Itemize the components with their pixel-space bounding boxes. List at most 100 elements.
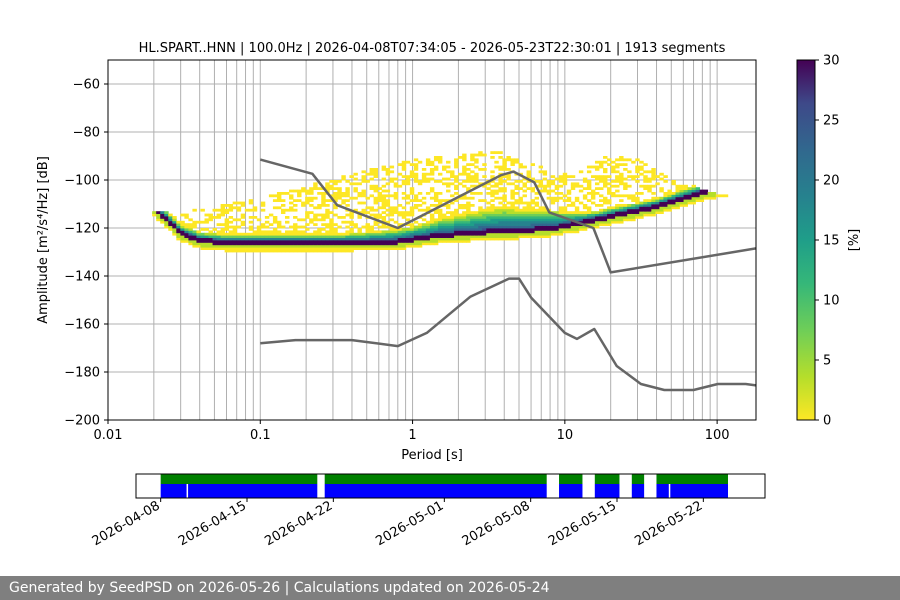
heatmap-cell <box>590 194 596 198</box>
heatmap-cell <box>389 218 395 222</box>
heatmap-cell <box>603 218 608 222</box>
heatmap-cell <box>590 223 596 226</box>
heatmap-cell <box>329 247 334 250</box>
heatmap-cell <box>514 208 519 212</box>
heatmap-cell <box>603 223 608 226</box>
heatmap-cell <box>619 180 624 183</box>
heatmap-cell <box>252 240 258 243</box>
heatmap-cell <box>498 237 503 241</box>
heatmap-cell <box>345 220 350 224</box>
y-tick-label: −60 <box>73 78 100 93</box>
heatmap-cell <box>353 225 358 229</box>
heatmap-cell <box>554 228 560 231</box>
heatmap-cell <box>534 192 540 195</box>
heatmap-cell <box>297 189 302 193</box>
heatmap-cell <box>309 240 314 243</box>
heatmap-cell <box>450 240 455 243</box>
heatmap-cell <box>442 232 447 236</box>
heatmap-cell <box>687 187 692 190</box>
heatmap-cell <box>413 199 419 202</box>
heatmap-cell <box>615 213 620 217</box>
heatmap-cell <box>603 216 608 219</box>
heatmap-cell <box>429 235 435 238</box>
heatmap-cell <box>715 194 721 198</box>
heatmap-cell <box>345 189 350 193</box>
heatmap-cell <box>433 199 439 202</box>
heatmap-cell <box>570 220 576 224</box>
heatmap-cell <box>566 220 572 224</box>
heatmap-cell <box>240 232 246 236</box>
heatmap-cell <box>385 225 391 229</box>
heatmap-cell <box>542 208 548 212</box>
heatmap-cell <box>152 211 157 214</box>
heatmap-cell <box>619 208 624 212</box>
heatmap-cell <box>458 230 463 234</box>
availability-data-segment <box>324 474 547 484</box>
heatmap-cell <box>176 225 181 229</box>
heatmap-cell <box>611 213 616 217</box>
heatmap-cell <box>446 235 451 238</box>
heatmap-cell <box>409 172 415 176</box>
heatmap-cell <box>248 247 254 250</box>
heatmap-cell <box>586 208 592 212</box>
heatmap-cell <box>337 247 342 250</box>
heatmap-cell <box>385 240 391 243</box>
heatmap-cell <box>546 235 552 238</box>
heatmap-cell <box>357 235 362 238</box>
heatmap-cell <box>635 211 640 214</box>
heatmap-cell <box>381 218 387 222</box>
heatmap-cell <box>506 235 511 238</box>
heatmap-cell <box>623 216 628 219</box>
heatmap-cell <box>301 244 306 248</box>
heatmap-cell <box>586 220 592 224</box>
heatmap-cell <box>393 247 399 250</box>
heatmap-cell <box>381 165 387 169</box>
heatmap-cell <box>365 206 370 210</box>
heatmap-cell <box>212 235 217 238</box>
heatmap-cell <box>433 165 439 169</box>
heatmap-cell <box>482 184 487 188</box>
heatmap-cell <box>450 201 455 205</box>
heatmap-cell <box>184 237 189 241</box>
y-tick-label: −160 <box>64 318 100 333</box>
heatmap-cell <box>586 165 592 169</box>
heatmap-cell <box>429 240 435 243</box>
heatmap-cell <box>462 225 467 229</box>
heatmap-cell <box>691 199 697 202</box>
heatmap-cell <box>586 180 592 183</box>
heatmap-cell <box>631 196 636 200</box>
heatmap-cell <box>409 187 415 190</box>
heatmap-cell <box>285 208 290 212</box>
heatmap-cell <box>458 235 463 238</box>
heatmap-cell <box>671 204 676 207</box>
heatmap-cell <box>357 216 362 219</box>
heatmap-cell <box>413 168 419 171</box>
heatmap-cell <box>478 199 483 202</box>
heatmap-cell <box>208 247 213 250</box>
heatmap-cell <box>570 216 576 219</box>
heatmap-cell <box>510 230 515 234</box>
heatmap-cell <box>566 189 572 193</box>
heatmap-cell <box>280 211 286 214</box>
heatmap-cell <box>635 192 640 195</box>
heatmap-cell <box>208 213 213 217</box>
heatmap-cell <box>558 228 564 231</box>
heatmap-cell <box>466 232 471 236</box>
heatmap-cell <box>538 211 544 214</box>
heatmap-cell <box>305 240 310 243</box>
heatmap-cell <box>381 244 387 248</box>
heatmap-cell <box>498 182 503 186</box>
heatmap-cell <box>574 206 580 210</box>
heatmap-cell <box>663 194 668 198</box>
heatmap-cell <box>482 235 487 238</box>
heatmap-cell <box>365 196 370 200</box>
heatmap-cell <box>474 184 479 188</box>
heatmap-cell <box>506 228 511 231</box>
heatmap-cell <box>490 220 495 224</box>
heatmap-cell <box>458 223 463 226</box>
heatmap-cell <box>530 225 535 229</box>
heatmap-cell <box>506 201 511 205</box>
heatmap-cell <box>353 237 358 241</box>
heatmap-cell <box>321 232 326 236</box>
